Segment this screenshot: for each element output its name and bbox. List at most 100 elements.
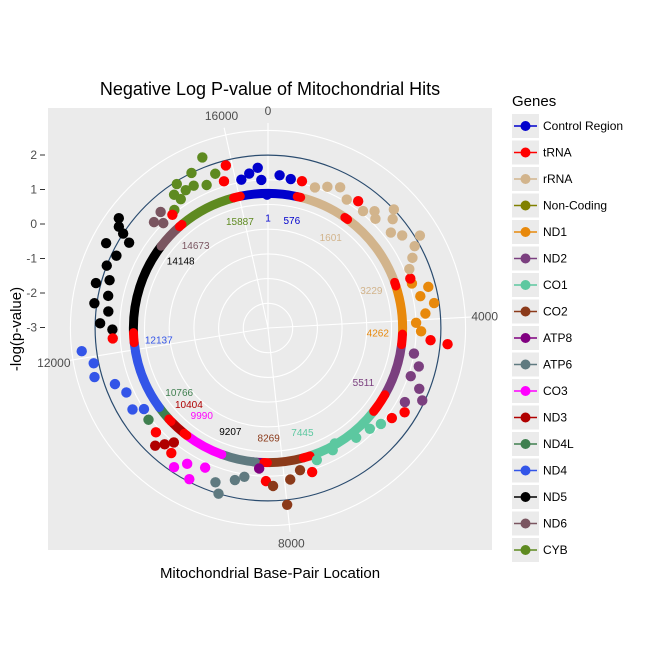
data-point	[410, 317, 422, 329]
data-point	[334, 182, 346, 193]
data-point	[210, 477, 221, 488]
data-point	[417, 395, 428, 406]
data-point	[89, 298, 100, 309]
x-tick-label: 12000	[37, 356, 71, 370]
data-point	[423, 281, 434, 293]
legend-label: CO1	[543, 278, 568, 292]
legend-key-point	[520, 174, 531, 184]
legend-key-point	[520, 280, 531, 290]
data-point	[388, 204, 400, 215]
legend-label: Non-Coding	[543, 199, 607, 213]
data-point	[168, 189, 180, 200]
x-tick-label: 16000	[205, 109, 239, 123]
data-point	[414, 230, 426, 241]
legend-item: ATP6	[512, 352, 572, 377]
grid-spoke	[267, 327, 291, 532]
trna-segment	[292, 192, 306, 202]
data-point	[117, 228, 129, 239]
data-point	[404, 263, 415, 275]
legend-key-point	[520, 227, 531, 237]
legend-label: ND5	[543, 490, 567, 504]
legend-label: ND3	[543, 411, 567, 425]
x-axis-title: Mitochondrial Base-Pair Location	[160, 565, 380, 582]
y-tick-label: -3	[26, 321, 37, 335]
legend-item: Control Region	[512, 114, 623, 138]
trna-segment	[298, 451, 315, 463]
y-axis-title: -log(p-value)	[8, 287, 25, 371]
gene-start-label: 1	[265, 214, 271, 225]
data-point	[181, 458, 193, 470]
data-point	[127, 404, 138, 415]
data-point	[229, 474, 241, 486]
legend-item: CO3	[512, 379, 568, 403]
legend-item: CO2	[512, 299, 568, 324]
legend-label: CO2	[543, 305, 568, 319]
x-tick-label: 0	[265, 104, 272, 118]
data-point	[352, 195, 364, 207]
data-point	[103, 306, 114, 317]
data-point	[375, 418, 387, 430]
gene-segments	[128, 188, 408, 468]
trna-segment	[229, 191, 245, 203]
gene-start-label: 14673	[182, 241, 210, 252]
legend-label: CO3	[543, 384, 568, 398]
trna-segment	[174, 219, 187, 232]
data-point	[171, 178, 183, 190]
legend-key-point	[520, 412, 531, 423]
gene-start-label: 15887	[226, 217, 254, 228]
data-point	[396, 230, 408, 241]
data-point	[415, 326, 427, 337]
legend-item: ND4L	[512, 432, 574, 456]
grid-spoke	[267, 316, 473, 329]
data-point	[184, 473, 195, 485]
data-point	[90, 277, 102, 289]
data-point	[399, 407, 410, 418]
trna-segment	[397, 329, 407, 350]
data-point	[111, 250, 122, 261]
data-point	[364, 423, 376, 434]
x-tick-label: 4000	[471, 309, 498, 323]
data-point	[274, 170, 285, 181]
legend-item: tRNA	[512, 140, 572, 165]
gene-start-label: 10404	[175, 400, 203, 411]
data-point	[252, 162, 263, 173]
y-tick-labels: 2 1 0 -1 -2 -3	[26, 148, 45, 335]
legend-items: Control Region tRNA rRNA Non-Coding ND1 ND2 CO…	[512, 114, 623, 562]
data-point	[386, 412, 398, 424]
data-point	[148, 216, 160, 228]
legend-key-point	[520, 253, 531, 264]
trna-segment	[390, 277, 401, 291]
legend-key-point	[520, 492, 531, 502]
data-point	[322, 181, 333, 193]
data-point	[180, 184, 191, 196]
data-point	[107, 324, 118, 335]
data-point	[311, 454, 323, 466]
data-point	[121, 387, 132, 398]
data-point	[341, 194, 352, 205]
legend-key-point	[520, 386, 531, 396]
data-point	[350, 432, 362, 443]
grid-spoke	[223, 127, 269, 329]
data-point	[256, 174, 267, 186]
data-point	[370, 213, 381, 225]
legend-label: Control Region	[543, 119, 623, 133]
data-point	[413, 361, 424, 372]
data-point	[399, 396, 411, 408]
data-points	[76, 152, 453, 510]
trna-segment	[128, 328, 139, 348]
data-point	[405, 370, 416, 382]
trna-segment	[164, 414, 176, 426]
legend-item: ND4	[512, 458, 567, 483]
legend-item: ND2	[512, 246, 567, 271]
data-point	[428, 297, 440, 309]
data-point	[94, 318, 106, 329]
data-point	[107, 333, 118, 344]
data-point	[168, 437, 180, 448]
trna-segment	[179, 428, 192, 440]
data-point	[220, 160, 232, 171]
data-point	[425, 335, 436, 346]
legend-label: tRNA	[543, 146, 572, 160]
gene-start-label: 9207	[219, 427, 242, 438]
legend-item: ATP8	[512, 326, 572, 350]
